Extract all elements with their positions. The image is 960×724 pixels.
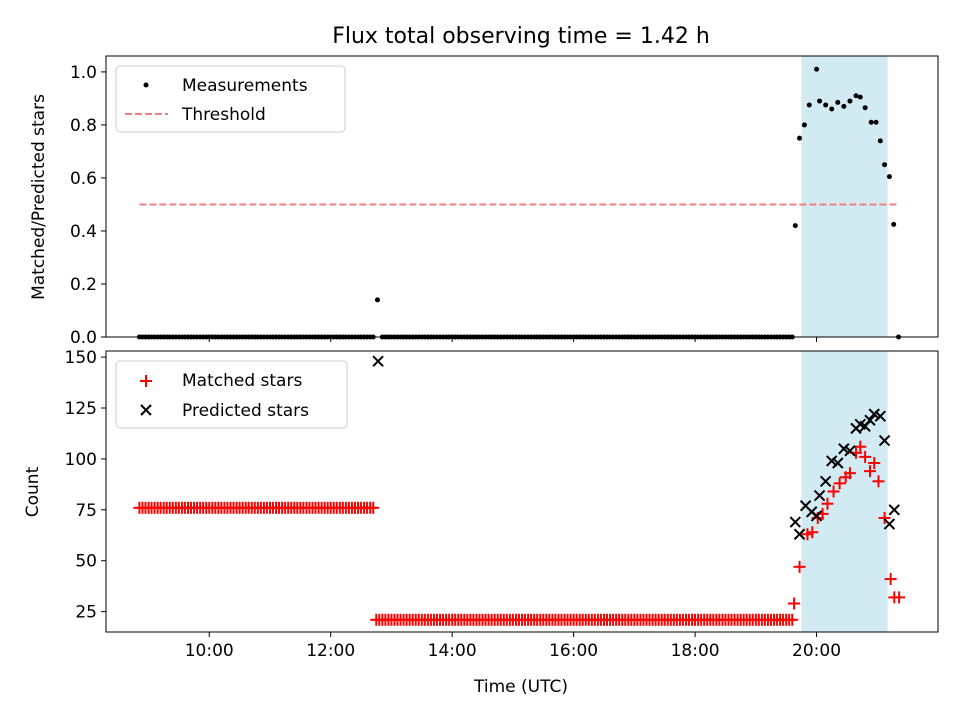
matched-point [786, 613, 799, 626]
measurement-point [797, 135, 803, 141]
predicted-point [819, 475, 832, 488]
measurement-point [806, 102, 812, 108]
predicted-point [832, 457, 844, 469]
predicted-point [838, 443, 850, 455]
top-y-axis-label: Matched/Predicted stars [29, 94, 49, 300]
bottom-y-axis-label: Count [23, 466, 43, 517]
predicted-point [878, 434, 891, 447]
measurement-point [817, 98, 823, 104]
top-y-tick-label: 1.0 [70, 63, 97, 83]
measurement-point [873, 119, 879, 125]
measurement-point [829, 106, 835, 112]
measurement-point [862, 105, 868, 111]
matched-point [788, 597, 801, 610]
top-y-tick-label: 0.4 [70, 222, 97, 242]
chart-title: Flux total observing time = 1.42 h [332, 24, 710, 49]
bottom-legend: Matched stars Predicted stars [115, 360, 348, 429]
measurement-point [823, 102, 829, 108]
matched-point [793, 560, 806, 573]
measurement-point [891, 221, 897, 227]
predicted-point [864, 414, 876, 426]
measurement-point [857, 94, 863, 100]
measurement-point [814, 66, 820, 72]
legend-measurements-label: Measurements [182, 76, 308, 96]
bottom-y-tick-label: 100 [65, 450, 97, 470]
top-y-tick-label: 0.6 [70, 169, 97, 189]
top-legend: Measurements Threshold [115, 65, 346, 133]
top-y-tick-label: 0.0 [70, 328, 97, 348]
legend-threshold-label: Threshold [181, 105, 266, 125]
x-tick-label: 20:00 [792, 641, 841, 661]
matched-point [859, 450, 872, 463]
matched-point [806, 526, 819, 539]
matched-point [884, 573, 897, 586]
measurement-point [886, 174, 892, 180]
x-tick-label: 16:00 [549, 641, 598, 661]
bottom-axes-frame [105, 350, 939, 633]
legend-predicted-label: Predicted stars [182, 401, 309, 421]
measurement-point [374, 297, 380, 303]
legend-predicted-marker [140, 404, 152, 416]
matched-point [367, 501, 380, 514]
legend-matched-marker [140, 375, 152, 387]
measurement-point [853, 93, 859, 99]
legend-measurements-marker [143, 82, 149, 88]
measurement-point [792, 223, 798, 229]
legend-matched-label: Matched stars [182, 371, 302, 391]
predicted-point [888, 504, 900, 516]
measurement-point [841, 103, 847, 109]
matched-point [878, 511, 891, 524]
predicted-point [813, 489, 826, 502]
bottom-y-tick-label: 150 [65, 348, 97, 368]
matched-point [821, 497, 834, 510]
top-y-tick-label: 0.2 [70, 275, 97, 295]
matched-point [872, 475, 885, 488]
predicted-point [874, 410, 887, 422]
x-tick-label: 10:00 [185, 641, 234, 661]
predicted-point [810, 510, 823, 522]
predicted-point [844, 445, 856, 457]
bottom-y-tick-label: 125 [65, 399, 97, 419]
top-y-tick-label: 0.8 [70, 116, 97, 136]
matched-point [863, 465, 876, 478]
predicted-point [868, 408, 880, 420]
predicted-point [793, 528, 806, 540]
bottom-y-tick-label: 25 [75, 603, 97, 623]
predicted-point [789, 516, 801, 528]
x-tick-label: 12:00 [306, 641, 355, 661]
bottom-y-tick-label: 75 [75, 501, 97, 521]
measurement-point [847, 98, 853, 104]
x-tick-label: 18:00 [671, 641, 720, 661]
matched-point [868, 456, 881, 469]
measurement-point [877, 138, 883, 144]
matched-point [893, 591, 906, 604]
top-panel: 0.0 0.2 0.4 0.6 0.8 1.0 Matched/Predicted sta… [29, 55, 939, 348]
measurement-point [868, 119, 874, 125]
x-tick-label: 14:00 [428, 641, 477, 661]
matched-point [843, 467, 856, 480]
predicted-point [883, 518, 896, 530]
bottom-panel: 25 50 75 100 125 150 10:00 12:00 14:00 16:00 18:0… [23, 348, 939, 697]
measurement-point [882, 162, 888, 168]
top-highlight-span [801, 56, 888, 337]
x-axis-label: Time (UTC) [473, 677, 568, 697]
top-axes-frame [105, 55, 939, 338]
predicted-point [826, 455, 838, 467]
bottom-y-tick-label: 50 [75, 552, 97, 572]
matched-point [827, 485, 840, 498]
matched-point [833, 477, 846, 490]
matched-point [854, 440, 867, 453]
measurement-point [835, 99, 841, 105]
predicted-point [372, 355, 384, 367]
measurement-point [801, 122, 807, 128]
